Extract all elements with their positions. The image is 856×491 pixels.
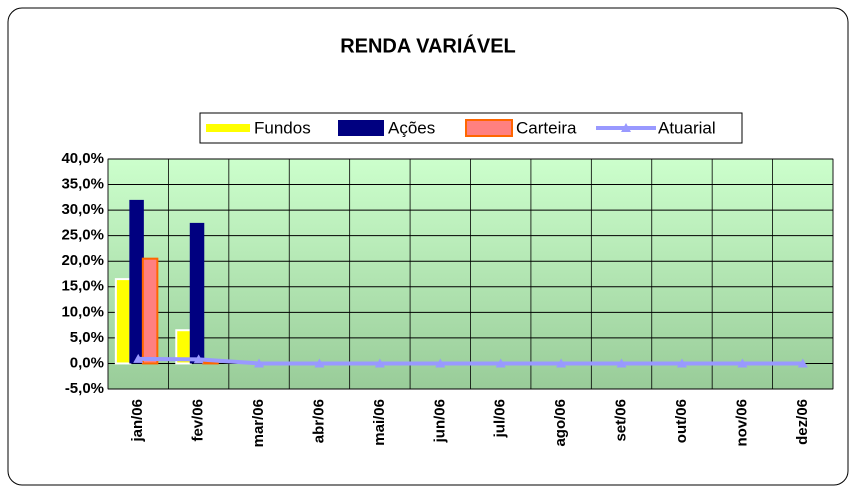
legend-label: Carteira xyxy=(516,118,577,137)
x-tick-label: jan/06 xyxy=(129,399,146,443)
legend-swatch xyxy=(465,119,513,137)
bar xyxy=(129,199,144,364)
line-marker xyxy=(676,358,687,368)
bar xyxy=(141,257,159,365)
x-tick-label: nov/06 xyxy=(733,399,750,447)
y-tick-label: 35,0% xyxy=(61,176,104,193)
line-marker xyxy=(556,358,567,368)
line-marker xyxy=(254,358,265,368)
bar xyxy=(114,278,132,365)
legend-swatch xyxy=(338,120,384,136)
line-marker xyxy=(133,353,144,363)
line-marker xyxy=(435,358,446,368)
line-marker xyxy=(616,358,627,368)
x-tick-label: dez/06 xyxy=(794,399,811,445)
legend-marker xyxy=(621,123,631,132)
y-tick-label: 40,0% xyxy=(61,150,104,167)
line-marker xyxy=(495,358,506,368)
x-tick-label: mar/06 xyxy=(250,399,267,447)
line-marker xyxy=(374,358,385,368)
x-tick-label: set/06 xyxy=(613,399,630,442)
x-tick-label: fev/06 xyxy=(190,399,207,442)
y-tick-label: 5,0% xyxy=(70,329,104,346)
legend-label: Atuarial xyxy=(658,118,716,137)
y-tick-label: 0,0% xyxy=(70,354,104,371)
bar xyxy=(189,222,205,364)
line-marker xyxy=(797,358,808,368)
legend-label: Ações xyxy=(388,118,435,137)
line-series xyxy=(138,356,803,366)
line-marker xyxy=(737,358,748,368)
legend-label: Fundos xyxy=(254,118,311,137)
y-tick-label: 25,0% xyxy=(61,227,104,244)
x-tick-label: mai/06 xyxy=(371,399,388,446)
x-tick-label: jul/06 xyxy=(492,399,509,438)
x-tick-label: abr/06 xyxy=(310,399,327,443)
y-tick-label: 10,0% xyxy=(61,303,104,320)
line-marker xyxy=(314,358,325,368)
y-tick-label: 30,0% xyxy=(61,201,104,218)
x-tick-label: out/06 xyxy=(673,399,690,443)
legend-swatch xyxy=(206,124,250,132)
bar xyxy=(202,361,219,365)
chart-title: RENDA VARIÁVEL xyxy=(340,34,516,57)
line-marker xyxy=(193,354,204,364)
x-tick-label: jun/06 xyxy=(431,399,448,443)
x-tick-label: ago/06 xyxy=(552,399,569,447)
y-tick-label: -5,0% xyxy=(65,380,104,397)
y-tick-label: 15,0% xyxy=(61,278,104,295)
y-tick-label: 20,0% xyxy=(61,252,104,269)
